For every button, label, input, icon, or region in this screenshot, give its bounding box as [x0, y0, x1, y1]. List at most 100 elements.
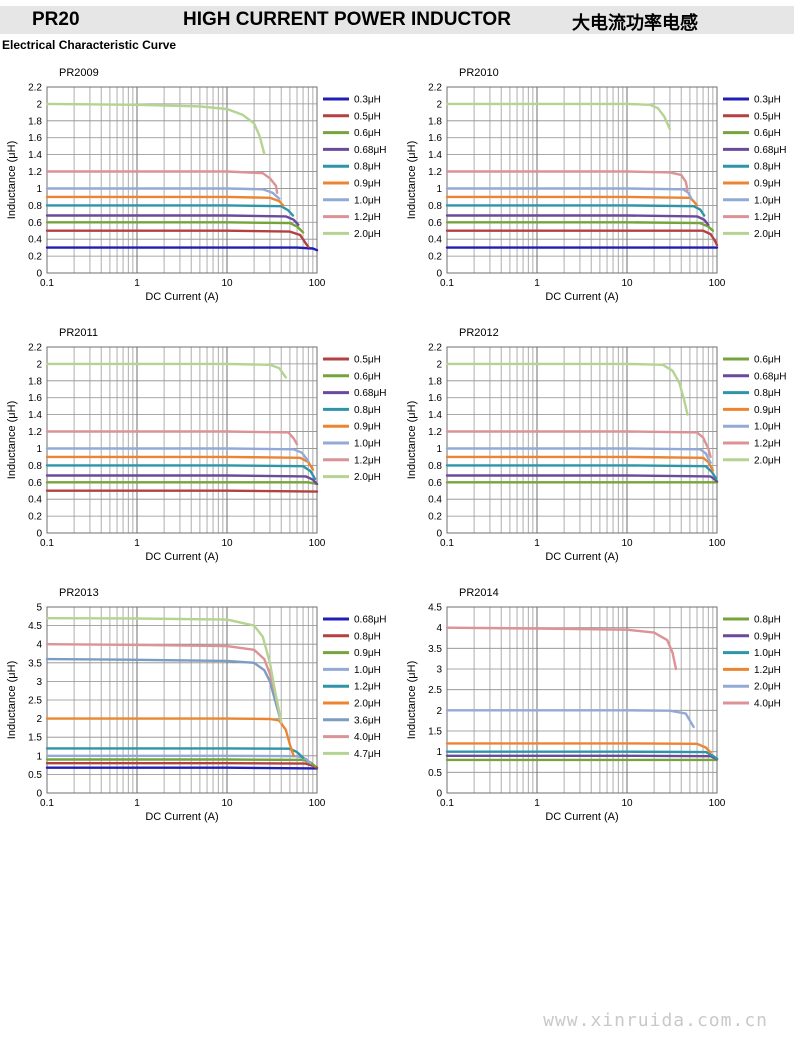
chart-title: PR2011	[59, 327, 98, 339]
plot-frame	[446, 606, 718, 794]
y-tick-label: 0.8	[428, 461, 442, 472]
legend-label-0-6uh: 0.6μH	[754, 355, 781, 366]
x-tick-label: 10	[621, 538, 633, 549]
y-tick-label: 0.2	[428, 512, 442, 523]
grid	[46, 346, 317, 534]
series-line-0-8uh	[45, 204, 295, 217]
chart-pr2010: PR2010 0 0.2 0.4 0.6 0.8 1 1.2 1.4 1.6 1.8 2 2.2 0.1 1…	[405, 63, 797, 313]
series-line-0-68uh	[445, 474, 719, 483]
y-tick-label: 1	[36, 751, 42, 762]
y-tick-label: 1.4	[428, 410, 442, 421]
x-tick-label: 100	[709, 538, 726, 549]
series-line-1-0uh	[445, 447, 712, 465]
y-tick-label: 1.2	[28, 167, 42, 178]
plot-frame	[46, 606, 318, 794]
x-tick-label: 10	[221, 278, 233, 289]
y-tick-label: 1.4	[28, 150, 42, 161]
y-axis-label: Inductance (μH)	[406, 661, 418, 739]
y-tick-label: 1.5	[428, 727, 442, 738]
y-tick-label: 1.4	[28, 410, 42, 421]
series-line-1-0uh	[45, 187, 281, 200]
x-axis-label: DC Current (A)	[545, 291, 618, 303]
legend-label-0-8uh: 0.8μH	[754, 615, 781, 626]
chart-title: PR2009	[59, 67, 99, 79]
y-tick-label: 1.5	[28, 733, 42, 744]
series-line-1-2uh	[45, 170, 279, 194]
legend-label-1-2uh: 1.2μH	[754, 439, 781, 450]
y-axis-label: Inductance (μH)	[6, 661, 18, 739]
legend-label-1-0uh: 1.0μH	[354, 439, 381, 450]
legend-label-0-8uh: 0.8μH	[354, 162, 381, 173]
grid	[446, 86, 717, 274]
header-bar	[0, 6, 794, 34]
series-line-0-5uh	[45, 229, 310, 249]
y-tick-label: 5	[36, 603, 42, 614]
y-tick-label: 0	[436, 789, 442, 800]
series-line-0-6uh	[445, 221, 715, 232]
y-tick-label: 0.6	[28, 218, 42, 229]
x-tick-label: 1	[534, 278, 540, 289]
legend-label-3-6uh: 3.6μH	[354, 715, 381, 726]
chart-pr2011: PR2011 0 0.2 0.4 0.6 0.8 1 1.2 1.4 1.6 1.8 2 2.2 0.1 1…	[5, 323, 397, 573]
y-tick-label: 2.2	[28, 83, 42, 94]
y-tick-label: 0.4	[28, 235, 42, 246]
y-tick-label: 4	[36, 640, 42, 651]
legend: 0.68μH 0.8μH 0.9μH 1.0μH 1.2μH 2.0μH 3.6μH 4.0μ…	[323, 615, 386, 760]
series-line-1-2uh	[445, 742, 712, 754]
legend-label-1-0uh: 1.0μH	[354, 665, 381, 676]
legend-label-1-0uh: 1.0μH	[754, 195, 781, 206]
series-line-2-0uh	[45, 717, 295, 758]
x-tick-label: 100	[309, 278, 326, 289]
y-tick-label: 0	[436, 529, 442, 540]
legend-label-2-0uh: 2.0μH	[354, 699, 381, 710]
y-tick-label: 0.5	[28, 770, 42, 781]
legend-label-0-9uh: 0.9μH	[354, 648, 381, 659]
series-line-1-0uh	[45, 754, 312, 765]
legend-label-0-8uh: 0.8μH	[354, 631, 381, 642]
y-tick-label: 3	[436, 665, 442, 676]
y-tick-label: 2.5	[28, 696, 42, 707]
y-tick-label: 1.2	[428, 167, 442, 178]
x-tick-label: 10	[621, 278, 633, 289]
series-line-1-0uh	[445, 750, 719, 760]
legend: 0.5μH 0.6μH 0.68μH 0.8μH 0.9μH 1.0μH 1.2μH 2.0μ…	[323, 355, 386, 483]
y-tick-label: 1.4	[428, 150, 442, 161]
legend-label-0-9uh: 0.9μH	[754, 405, 781, 416]
legend-label-0-6uh: 0.6μH	[354, 371, 381, 382]
legend-label-2-0uh: 2.0μH	[354, 472, 381, 483]
y-tick-label: 1.8	[428, 116, 442, 127]
series-line-1-2uh	[445, 430, 712, 459]
x-tick-label: 1	[134, 798, 140, 809]
y-axis-label: Inductance (μH)	[406, 141, 418, 219]
x-tick-label: 1	[534, 798, 540, 809]
y-tick-label: 0.6	[428, 478, 442, 489]
chart-pr2009: PR2009 0 0.2 0.4 0.6 0.8 1 1.2 1.4 1.6 1.8 2 2.2 0.1 1…	[5, 63, 397, 313]
legend-label-4-0uh: 4.0μH	[354, 732, 381, 743]
legend-label-0-68uh: 0.68μH	[754, 145, 786, 156]
series-line-0-9uh	[45, 455, 315, 471]
x-axis-label: DC Current (A)	[145, 291, 218, 303]
legend-label-0-6uh: 0.6μH	[754, 128, 781, 139]
y-tick-label: 1.6	[428, 133, 442, 144]
legend-label-0-5uh: 0.5μH	[354, 111, 381, 122]
legend-label-2-0uh: 2.0μH	[354, 229, 381, 240]
chart-title: PR2014	[459, 587, 499, 599]
series-line-1-0uh	[45, 447, 310, 463]
y-tick-label: 2	[436, 706, 442, 717]
legend-label-0-68uh: 0.68μH	[354, 145, 386, 156]
y-tick-label: 2	[436, 99, 442, 110]
chart-title: PR2010	[459, 67, 499, 79]
legend-label-0-8uh: 0.8μH	[354, 405, 381, 416]
legend-label-0-9uh: 0.9μH	[754, 179, 781, 190]
y-tick-label: 2	[436, 359, 442, 370]
series-line-2-0uh	[445, 709, 695, 729]
y-tick-label: 4	[436, 623, 442, 634]
x-tick-label: 0.1	[40, 798, 54, 809]
x-tick-label: 0.1	[440, 538, 454, 549]
x-tick-label: 0.1	[40, 278, 54, 289]
series-line-4-0uh	[445, 626, 678, 671]
x-tick-label: 1	[134, 538, 140, 549]
legend-label-0-5uh: 0.5μH	[354, 355, 381, 366]
watermark: www.xinruida.com.cn	[543, 1010, 768, 1031]
series-line-1-2uh	[445, 170, 689, 192]
